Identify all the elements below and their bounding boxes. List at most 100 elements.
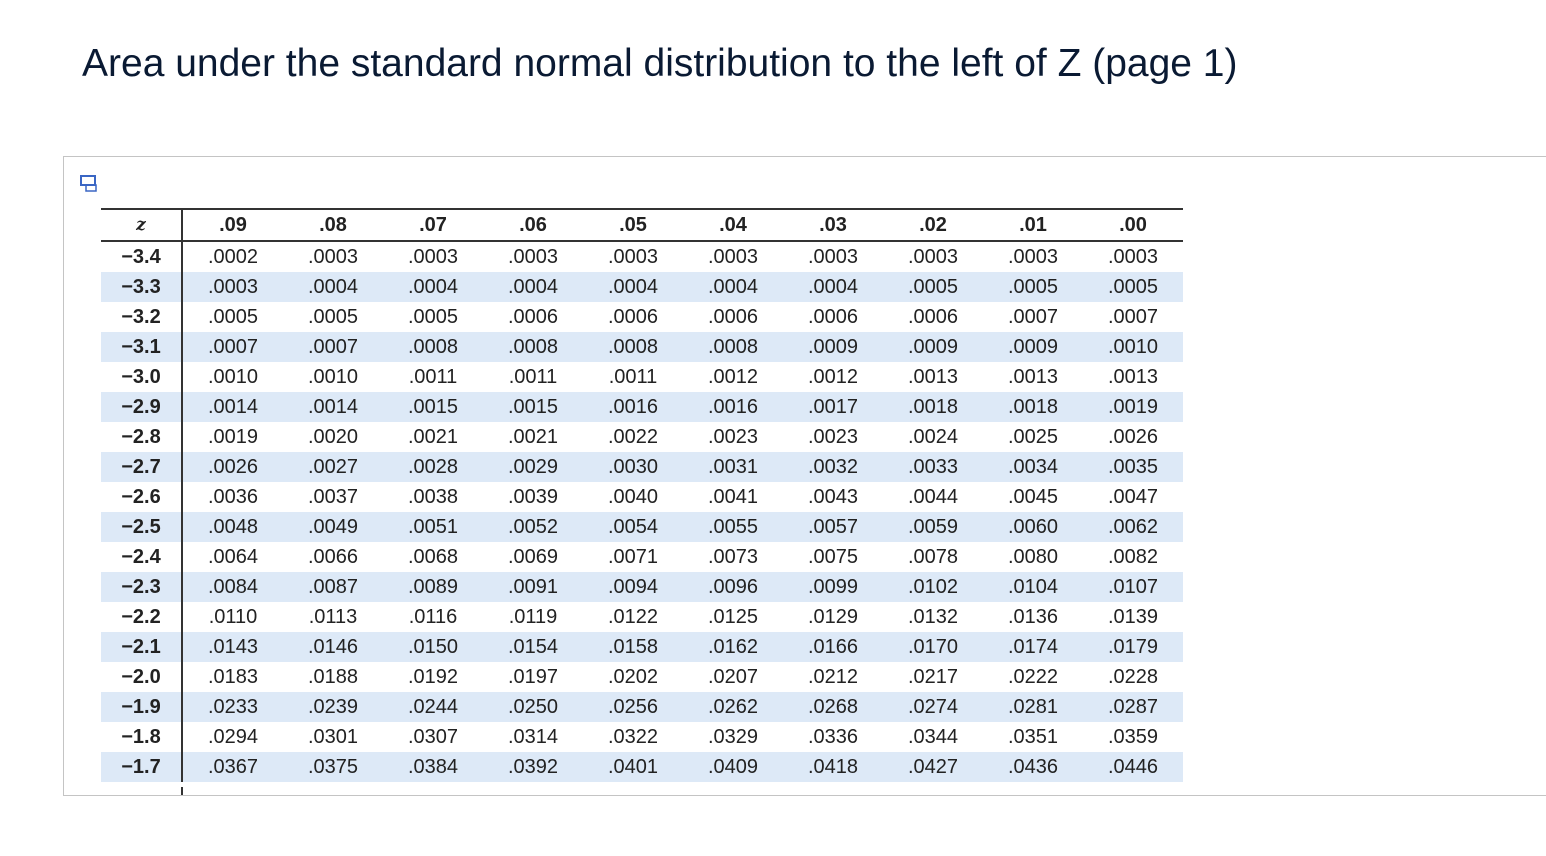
probability-cell: .0008 [583,332,683,362]
table-frame: z .09.08.07.06.05.04.03.02.01.00 −3.4.000… [63,156,1546,796]
probability-cell: .0166 [783,632,883,662]
z-table: z .09.08.07.06.05.04.03.02.01.00 −3.4.000… [101,208,1183,782]
probability-cell: .0222 [1007,665,1059,688]
z-value: −2.1 [101,632,183,662]
probability-cell: .0102 [883,572,983,602]
probability-cell: .0256 [583,692,683,722]
probability-cell: .0023 [707,425,759,448]
probability-cell: .0017 [783,392,883,422]
probability-cell: .0132 [907,605,959,628]
probability-cell: .0031 [683,452,783,482]
probability-cell: .0008 [383,332,483,362]
probability-cell: .0005 [307,305,359,328]
probability-cell: .0011 [408,365,458,388]
column-header: .08 [283,208,383,242]
probability-cell: .0030 [583,452,683,482]
probability-cell: .0139 [1107,605,1159,628]
probability-cell: .0183 [207,665,259,688]
probability-cell: .0307 [407,725,459,748]
column-header: z [101,208,183,242]
probability-cell: .0009 [983,332,1083,362]
probability-cell: .0007 [1007,305,1059,328]
probability-cell: .0023 [807,425,859,448]
probability-cell: .0003 [807,245,859,268]
probability-cell: .0027 [283,452,383,482]
probability-cell: .0359 [1107,725,1159,748]
column-header: .07 [383,208,483,242]
probability-cell: .0022 [607,425,659,448]
column-header: .02 [883,208,983,242]
table-row: −3.1.0007.0007.0008.0008.0008.0008.0009.… [101,332,1183,362]
probability-cell: .0078 [907,545,959,568]
probability-cell: .0005 [883,272,983,302]
probability-cell: .0003 [407,245,459,268]
column-divider [181,787,183,795]
probability-cell: .0344 [907,725,959,748]
probability-cell: .0188 [307,665,359,688]
probability-cell: .0059 [883,512,983,542]
probability-cell: .0122 [607,605,659,628]
probability-cell: .0104 [983,572,1083,602]
probability-cell: .0013 [1007,365,1059,388]
probability-cell: .0116 [408,605,458,628]
probability-cell: .0051 [383,512,483,542]
probability-cell: .0080 [1007,545,1059,568]
column-header: .03 [783,208,883,242]
probability-cell: .0268 [783,692,883,722]
table-row: −2.8 .0019 .0020 .0021 .0021 .0022 .0023 .0023.… [101,422,1183,452]
probability-cell: .0002 [207,245,259,268]
z-value: −2.2 [101,602,183,632]
probability-cell: .0136 [1007,605,1059,628]
probability-cell: .0239 [283,692,383,722]
z-value: −2.0 [101,662,183,692]
z-value: −2.3 [101,572,183,602]
probability-cell: .0038 [407,485,459,508]
probability-cell: .0446 [1083,752,1183,782]
probability-cell: .0281 [983,692,1083,722]
probability-cell: .0005 [1083,272,1183,302]
probability-cell: .0375 [283,752,383,782]
table-row: −1.9.0233.0239.0244.0250.0256.0262.0268.… [101,692,1183,722]
probability-cell: .0233 [182,692,283,722]
probability-cell: .0049 [283,512,383,542]
z-value: −3.0 [101,362,183,392]
probability-cell: .0041 [707,485,759,508]
probability-cell: .0060 [983,512,1083,542]
z-value: −3.4 [101,241,183,272]
probability-cell: .0004 [783,272,883,302]
probability-cell: .0055 [683,512,783,542]
popout-icon[interactable] [80,175,100,193]
table-body: −3.4 .0002 .0003 .0003 .0003 .0003 .0003 .0003.… [101,241,1183,782]
z-value: −3.2 [101,302,183,332]
column-header: .04 [683,208,783,242]
z-value: −2.4 [101,542,183,572]
probability-cell: .0015 [383,392,483,422]
probability-cell: .0119 [508,605,558,628]
probability-cell: .0005 [207,305,259,328]
probability-cell: .0091 [483,572,583,602]
probability-cell: .0007 [283,332,383,362]
probability-cell: .0262 [683,692,783,722]
probability-cell: .0110 [208,605,258,628]
probability-cell: .0032 [783,452,883,482]
probability-cell: .0009 [883,332,983,362]
probability-cell: .0162 [683,632,783,662]
probability-cell: .0006 [907,305,959,328]
probability-cell: .0084 [182,572,283,602]
probability-cell: .0179 [1083,632,1183,662]
probability-cell: .0026 [1107,425,1159,448]
probability-cell: .0068 [407,545,459,568]
probability-cell: .0436 [983,752,1083,782]
probability-cell: .0008 [483,332,583,362]
probability-cell: .0016 [583,392,683,422]
probability-cell: .0014 [283,392,383,422]
z-value: −2.8 [101,422,183,452]
probability-cell: .0069 [507,545,559,568]
probability-cell: .0052 [483,512,583,542]
probability-cell: .0020 [307,425,359,448]
probability-cell: .0006 [607,305,659,328]
table-row: −3.3.0003.0004.0004.0004.0004.0004.0004.… [101,272,1183,302]
z-value: −1.7 [101,752,183,782]
probability-cell: .0037 [307,485,359,508]
probability-cell: .0021 [407,425,459,448]
